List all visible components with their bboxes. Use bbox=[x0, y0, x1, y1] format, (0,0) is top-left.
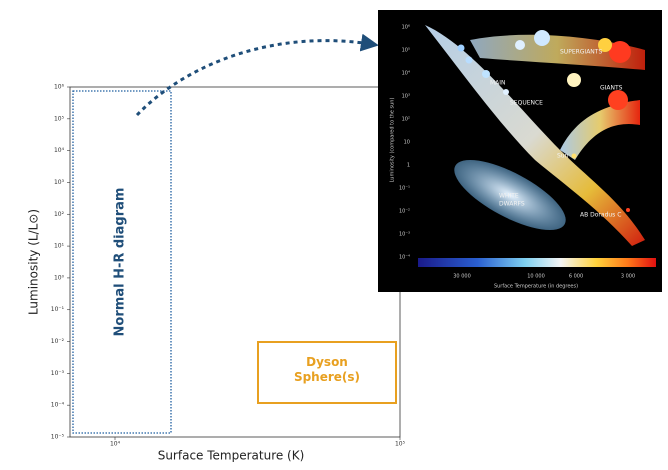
inset-y-label: Luminosity (compared to the sun) bbox=[390, 98, 396, 183]
star bbox=[515, 40, 525, 50]
inset-y-tick-label: 1 bbox=[407, 163, 410, 169]
inset-y-tick-label: 10⁻⁴ bbox=[399, 255, 410, 261]
x-tick-label: 10⁴ bbox=[110, 441, 121, 448]
star bbox=[534, 30, 550, 46]
inset-x-tick-label: 3 000 bbox=[621, 274, 635, 280]
color-bar bbox=[418, 258, 656, 267]
main-label: MAIN bbox=[490, 80, 506, 87]
inset-x-tick-label: 10 000 bbox=[527, 274, 545, 280]
giants-band bbox=[560, 100, 640, 160]
sequence-label: SEQUENCE bbox=[510, 100, 543, 107]
dwarfs-label: DWARFS bbox=[499, 201, 525, 208]
sun-label: Sun bbox=[557, 153, 569, 160]
giants-label: GIANTS bbox=[600, 85, 623, 92]
inset-y-tick-label: 10⁻² bbox=[399, 209, 410, 215]
star bbox=[609, 41, 631, 63]
normal-box-label: Normal H-R diagram bbox=[113, 188, 128, 337]
star bbox=[457, 44, 465, 52]
ab-doradus-label: AB Doradus C bbox=[580, 212, 621, 219]
inset-y-tick-label: 10⁵ bbox=[402, 48, 410, 54]
star bbox=[608, 90, 628, 110]
inset-y-tick-label: 10² bbox=[402, 117, 410, 123]
y-tick-label: 10⁴ bbox=[54, 147, 65, 154]
inset-x-tick-label: 6 000 bbox=[569, 274, 583, 280]
inset-y-tick-label: 10⁴ bbox=[402, 71, 410, 77]
y-tick-label: 10⁻² bbox=[51, 338, 65, 345]
y-tick-label: 10⁰ bbox=[54, 274, 65, 281]
star bbox=[626, 208, 630, 212]
normal-box bbox=[72, 90, 172, 434]
arrow bbox=[135, 33, 379, 117]
inset-y-tick-label: 10³ bbox=[402, 94, 410, 100]
y-tick-label: 10⁻⁵ bbox=[51, 434, 65, 441]
main-sequence bbox=[425, 25, 645, 246]
star bbox=[482, 70, 490, 78]
y-axis-label: Luminosity (L/L⊙) bbox=[27, 209, 41, 315]
star bbox=[598, 38, 612, 52]
white-label: WHITE bbox=[499, 193, 519, 200]
inset-y-tick-label: 10⁶ bbox=[402, 25, 410, 31]
white-dwarfs bbox=[454, 160, 566, 230]
dyson-box bbox=[257, 341, 397, 404]
y-tick-label: 10⁻¹ bbox=[51, 306, 65, 313]
inset-y-tick-label: 10⁻³ bbox=[399, 232, 410, 238]
inset-y-tick-label: 10⁻¹ bbox=[399, 186, 410, 192]
y-tick-label: 10⁶ bbox=[54, 84, 65, 91]
y-tick-label: 10⁻⁴ bbox=[51, 402, 65, 409]
star bbox=[571, 153, 577, 159]
star bbox=[503, 89, 509, 95]
y-tick-label: 10² bbox=[54, 211, 65, 218]
inset-x-label: Surface Temperature (in degrees) bbox=[494, 284, 578, 290]
star bbox=[465, 56, 473, 64]
supergiants-label: SUPERGIANTS bbox=[560, 49, 602, 56]
y-tick-label: 10³ bbox=[54, 179, 65, 186]
x-axis-label: Surface Temperature (K) bbox=[158, 449, 305, 463]
inset-x-tick-label: 30 000 bbox=[453, 274, 471, 280]
dyson-label-wrap: Dyson Sphere(s) bbox=[293, 355, 361, 384]
x-tick-label: 10⁵ bbox=[395, 441, 406, 448]
dyson-label: Dyson Sphere(s) bbox=[293, 355, 361, 384]
y-tick-label: 10¹ bbox=[54, 243, 65, 250]
y-tick-label: 10⁻³ bbox=[51, 370, 65, 377]
inset-y-tick-label: 10 bbox=[404, 140, 410, 146]
y-tick-label: 10⁵ bbox=[54, 115, 65, 122]
star bbox=[567, 73, 581, 87]
